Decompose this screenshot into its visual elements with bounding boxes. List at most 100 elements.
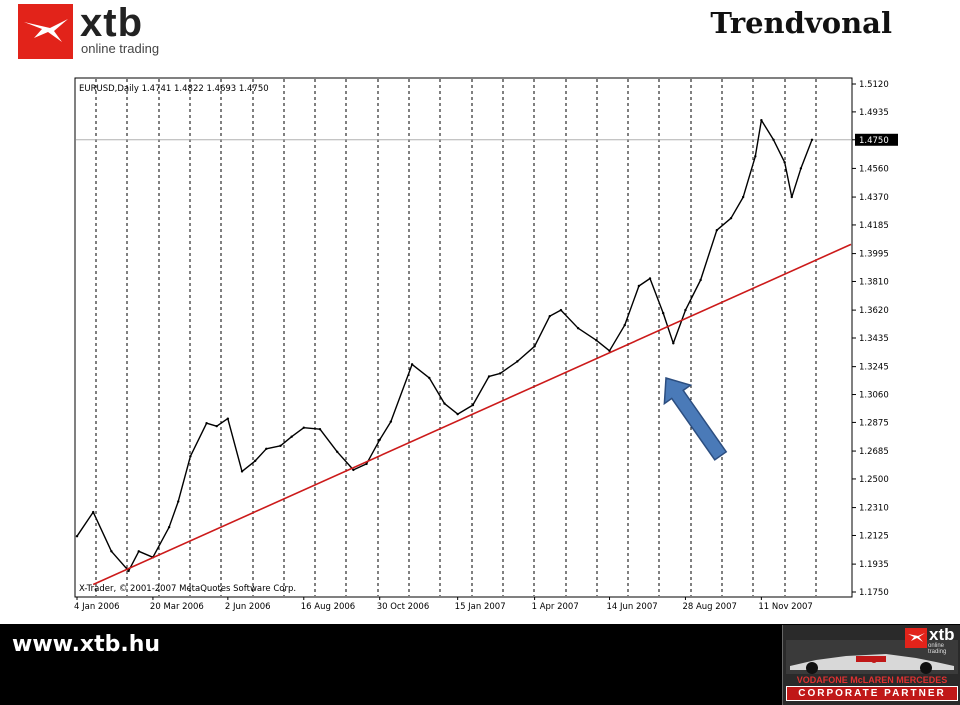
price-point <box>389 420 393 423</box>
price-point <box>428 376 431 380</box>
y-tick-label: 1.2875 <box>859 418 889 428</box>
price-point <box>741 195 745 199</box>
price-point <box>302 426 305 429</box>
price-point <box>576 327 580 330</box>
price-chart: 1.5120 1.4935 1.4750 1.4560 1.4370 1.4185 1.39… <box>74 77 898 612</box>
y-tick-label: 1.3995 <box>859 250 889 260</box>
price-point <box>608 349 611 353</box>
x-tick-label: 2 Jun 2006 <box>225 602 271 612</box>
x-tick-label: 4 Jan 2006 <box>74 602 120 612</box>
price-point <box>548 314 551 318</box>
x-tick-label: 14 Jun 2007 <box>607 602 658 612</box>
price-point <box>167 525 171 529</box>
chart-copyright: X-Trader, © 2001-2007 MetaQuotes Softwar… <box>79 584 296 594</box>
race-car-icon <box>786 640 958 674</box>
chart-frame <box>74 77 853 598</box>
price-point <box>127 569 130 573</box>
xtb-logo-icon <box>18 4 73 59</box>
price-point <box>498 372 502 375</box>
price-point <box>516 360 519 363</box>
footer-url[interactable]: www.xtb.hu <box>12 632 161 657</box>
annotation-arrow-icon <box>663 377 728 461</box>
price-point <box>410 363 414 366</box>
y-tick-label: 1.3810 <box>859 277 889 287</box>
y-tick-label: 1.3435 <box>859 334 889 344</box>
y-tick-label: 1.3245 <box>859 363 889 373</box>
y-tick-label: 1.2500 <box>859 475 889 485</box>
price-point <box>443 402 446 405</box>
price-point <box>729 216 733 220</box>
y-tick-label: 1.4560 <box>859 164 889 174</box>
x-tick-label: 16 Aug 2006 <box>301 602 355 612</box>
partner-xtb-logo-icon <box>905 628 927 648</box>
price-point <box>559 308 563 312</box>
price-point <box>754 155 757 158</box>
price-point <box>661 311 665 315</box>
price-point <box>699 278 702 282</box>
price-point <box>265 447 268 450</box>
x-tick-label: 30 Oct 2006 <box>377 602 430 612</box>
y-tick-label: 1.1750 <box>859 588 889 598</box>
partner-team-name: VODAFONE McLAREN MERCEDES <box>796 675 948 685</box>
price-point <box>189 455 192 458</box>
x-tick-label: 28 Aug 2007 <box>682 602 736 612</box>
price-point <box>790 195 793 199</box>
current-price-badge <box>855 133 898 146</box>
price-point <box>253 459 257 463</box>
brand-tagline: online trading <box>81 41 160 56</box>
price-point <box>240 470 244 473</box>
x-tick-label: 11 Nov 2007 <box>758 602 812 612</box>
price-point <box>318 427 322 431</box>
price-point <box>290 435 293 438</box>
price-point <box>365 462 368 466</box>
trendline <box>92 243 852 586</box>
price-point <box>637 284 641 288</box>
partner-brand-tagline: online trading <box>928 643 947 655</box>
price-point <box>487 375 491 378</box>
price-point <box>335 450 339 454</box>
price-point <box>91 510 95 514</box>
x-tick-label: 20 Mar 2006 <box>150 602 204 612</box>
price-point <box>215 424 218 428</box>
price-point <box>226 417 230 420</box>
brand-name: xtb <box>80 1 143 45</box>
y-tick-label: 1.5120 <box>859 80 889 90</box>
price-point <box>352 468 355 472</box>
price-point <box>810 138 814 141</box>
price-point <box>279 444 282 447</box>
price-point <box>648 277 652 280</box>
current-price-label: 1.4750 <box>859 136 889 146</box>
y-tick-label: 1.1935 <box>859 560 889 570</box>
y-tick-label: 1.2685 <box>859 447 889 457</box>
price-point <box>799 167 803 170</box>
price-point <box>772 138 775 141</box>
price-point <box>595 339 598 342</box>
price-point <box>715 229 719 232</box>
price-point <box>75 535 79 538</box>
y-tick-label: 1.3620 <box>859 306 889 316</box>
y-tick-label: 1.2125 <box>859 531 889 541</box>
price-point <box>672 342 675 345</box>
price-point <box>137 550 140 553</box>
price-point <box>456 412 459 416</box>
price-point <box>471 403 475 407</box>
partner-status: CORPORATE PARTNER <box>786 686 958 701</box>
page-title: Trendvonal <box>710 6 892 40</box>
price-point <box>783 161 786 164</box>
price-point <box>110 550 113 553</box>
x-tick-label: 15 Jan 2007 <box>455 602 506 612</box>
y-tick-label: 1.4370 <box>859 193 889 203</box>
arrow-shape <box>663 377 728 461</box>
chart-title: EURUSD,Daily 1.4741 1.4822 1.4693 1.4750 <box>79 84 269 94</box>
partner-brand: xtb <box>929 625 955 644</box>
y-tick-label: 1.3060 <box>859 391 889 401</box>
y-tick-label: 1.4935 <box>859 108 889 118</box>
price-point <box>623 323 626 327</box>
price-point <box>177 500 180 503</box>
price-point <box>533 345 536 348</box>
price-point <box>205 421 208 425</box>
y-tick-label: 1.2310 <box>859 504 889 514</box>
price-point <box>684 308 687 312</box>
price-point <box>760 118 763 122</box>
x-tick-label: 1 Apr 2007 <box>532 602 579 612</box>
